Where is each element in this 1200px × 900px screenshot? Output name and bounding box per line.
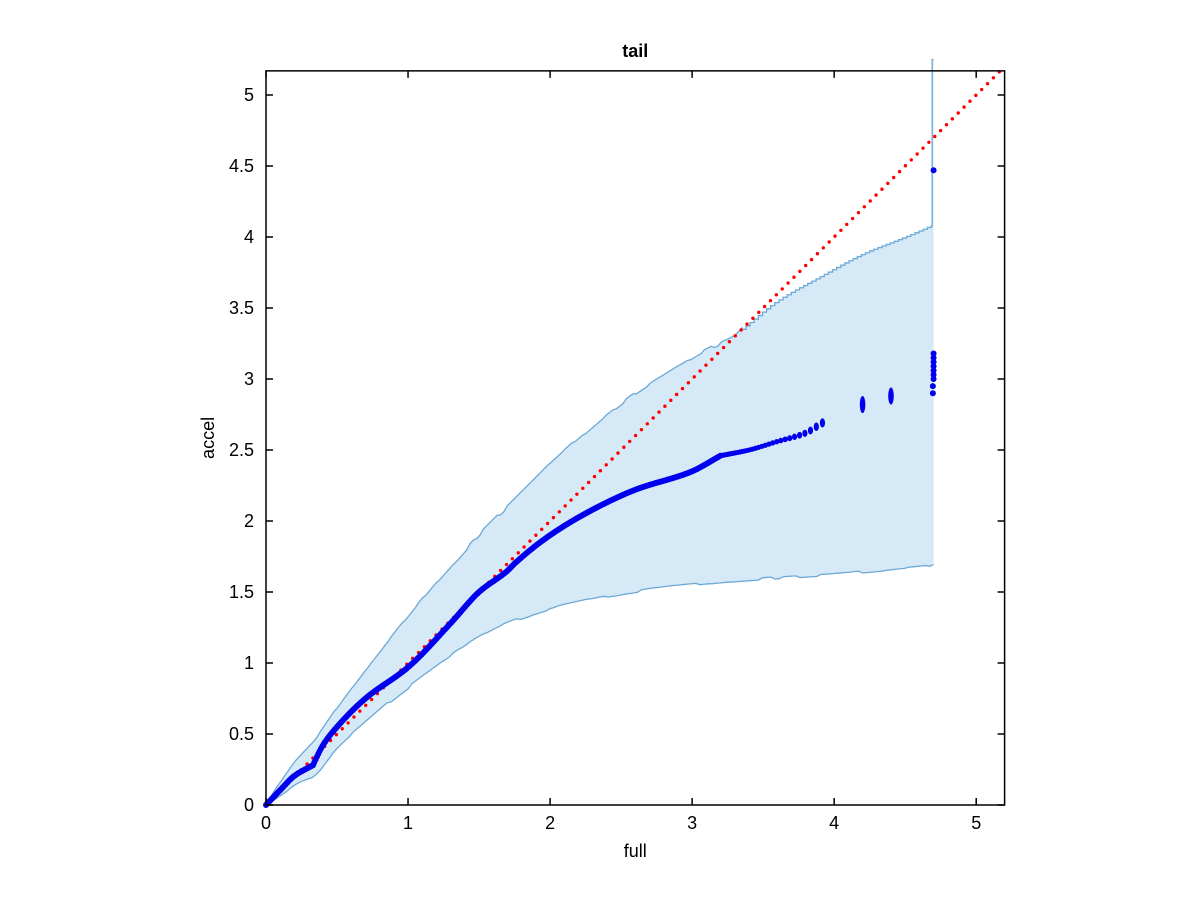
svg-text:4: 4 xyxy=(829,813,839,833)
svg-text:4.5: 4.5 xyxy=(229,156,254,176)
svg-text:5: 5 xyxy=(971,813,981,833)
svg-text:accel: accel xyxy=(198,417,218,459)
svg-text:3: 3 xyxy=(687,813,697,833)
svg-text:4: 4 xyxy=(244,227,254,247)
svg-text:3.5: 3.5 xyxy=(229,298,254,318)
svg-text:tail: tail xyxy=(622,41,648,61)
svg-text:full: full xyxy=(624,841,647,861)
svg-text:5: 5 xyxy=(244,85,254,105)
svg-text:1: 1 xyxy=(244,653,254,673)
svg-text:0: 0 xyxy=(261,813,271,833)
svg-text:1: 1 xyxy=(403,813,413,833)
svg-text:2: 2 xyxy=(545,813,555,833)
svg-text:0: 0 xyxy=(244,795,254,815)
svg-text:2: 2 xyxy=(244,511,254,531)
svg-text:2.5: 2.5 xyxy=(229,440,254,460)
svg-text:1.5: 1.5 xyxy=(229,582,254,602)
svg-text:0.5: 0.5 xyxy=(229,724,254,744)
svg-text:3: 3 xyxy=(244,369,254,389)
